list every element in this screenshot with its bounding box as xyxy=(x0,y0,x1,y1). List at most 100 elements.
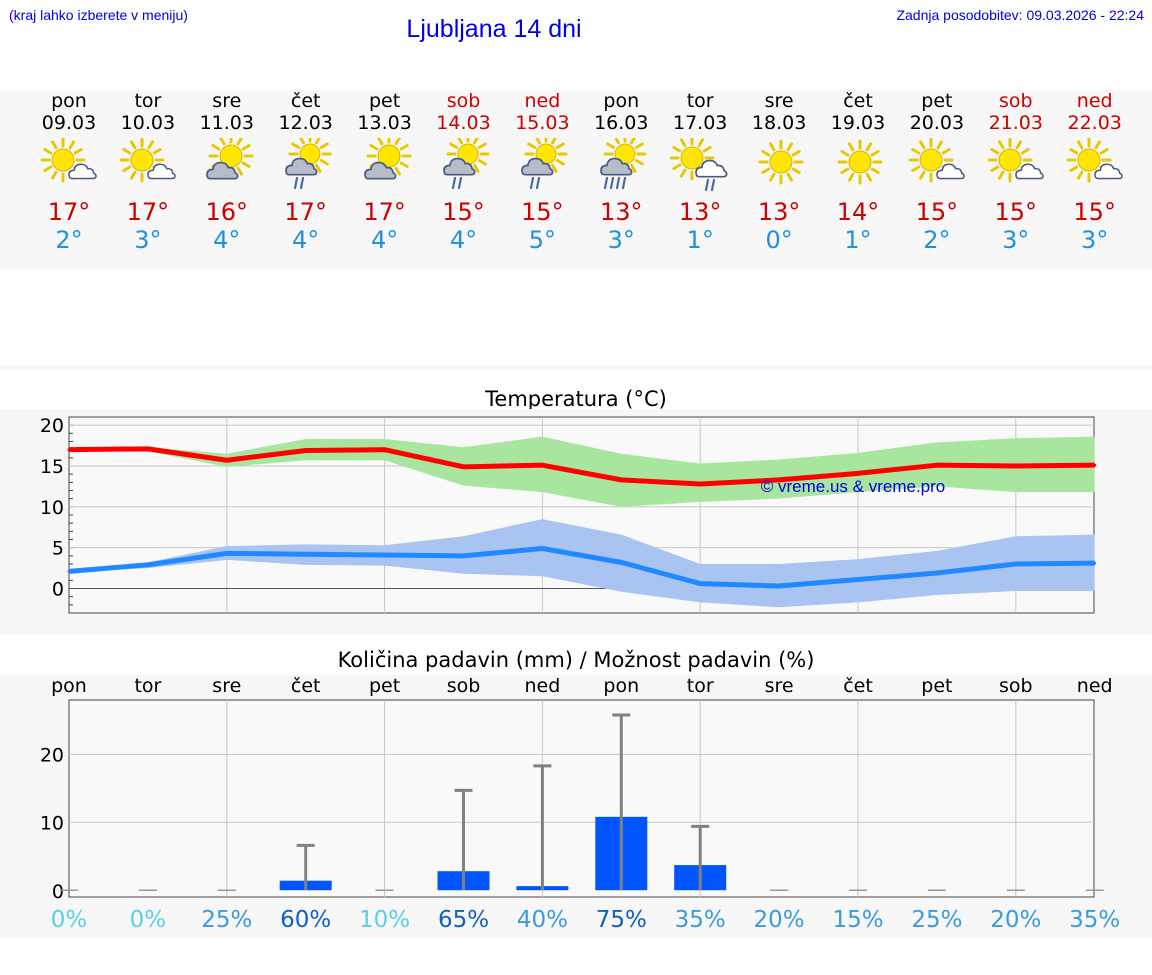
max-temperature: 17° xyxy=(363,198,406,226)
min-temperature: 4° xyxy=(292,226,320,254)
day-forecast: pet 20.03 15° 2° xyxy=(897,90,977,254)
max-temperature-point xyxy=(856,471,860,475)
min-temperature: 4° xyxy=(449,226,478,254)
min-temperature: 4° xyxy=(213,226,241,254)
day-forecast: ned 22.03 15° 3° xyxy=(1055,90,1135,254)
min-temperature: 2° xyxy=(923,226,951,254)
max-temperature-point xyxy=(304,448,308,452)
min-temperature: 3° xyxy=(1002,226,1030,254)
day-forecast: tor 17.03 13° 1° xyxy=(660,90,740,254)
day-date: 15.03 xyxy=(515,112,570,134)
precipitation-probability: 40% xyxy=(517,907,568,933)
min-temperature: 1° xyxy=(844,226,872,254)
x-category-label: tor xyxy=(134,675,161,697)
precipitation-probability: 60% xyxy=(280,907,331,933)
min-temperature: 2° xyxy=(55,226,83,254)
sun-cloud-icon xyxy=(1066,138,1123,183)
min-temperature-point xyxy=(462,554,465,558)
daily-forecast-strip: pon 09.03 17° 2° tor 10.03 17° 3° sre 11.03 16° 4° č… xyxy=(0,90,1152,270)
y-tick-label: 0 xyxy=(52,881,64,903)
min-temperature-line xyxy=(68,545,1095,589)
day-date: 22.03 xyxy=(1067,112,1122,134)
day-date: 19.03 xyxy=(830,112,886,134)
last-update-timestamp: Zadnja posodobitev: 09.03.2026 - 22:24 xyxy=(896,7,1144,23)
max-temperature-point xyxy=(619,478,623,482)
day-name: pon xyxy=(603,90,640,112)
precipitation-probability: 35% xyxy=(1069,907,1120,933)
x-category-label: sre xyxy=(212,675,241,697)
cloud-sun-icon xyxy=(205,138,254,180)
temperature-chart: 20 15 10 5 0 © vreme.us & vreme.pro xyxy=(0,409,1152,635)
day-forecast: ned 15.03 15° 5° xyxy=(502,90,582,254)
max-temperature: 15° xyxy=(994,198,1038,226)
max-temperature-point xyxy=(1093,463,1097,467)
day-name: ned xyxy=(1076,90,1113,112)
precipitation-probability: 10% xyxy=(359,907,410,933)
y-tick-label: 0 xyxy=(52,579,64,601)
day-date: 20.03 xyxy=(909,112,965,134)
x-category-label: ned xyxy=(1077,675,1113,697)
precipitation-probability: 20% xyxy=(990,907,1041,933)
cloud-sun-heavy-rain-icon xyxy=(600,138,647,190)
day-name: tor xyxy=(134,90,162,112)
cloud-sun-rain-icon xyxy=(284,138,332,190)
y-tick-label: 10 xyxy=(40,497,64,519)
sun-cloud-icon xyxy=(119,138,176,183)
x-category-label: sob xyxy=(999,675,1033,697)
cloud-sun-rain-icon xyxy=(521,138,568,190)
min-temperature-range-band xyxy=(69,519,1095,608)
precipitation-probability: 15% xyxy=(832,907,883,933)
day-date: 17.03 xyxy=(672,112,728,134)
min-temperature: 3° xyxy=(134,226,162,254)
day-name: sob xyxy=(999,90,1033,112)
min-temperature-point xyxy=(540,546,544,550)
precipitation-probability: 0% xyxy=(51,907,88,933)
day-forecast: pet 13.03 17° 4° xyxy=(345,90,425,254)
max-temperature: 13° xyxy=(678,198,722,226)
max-temperature: 14° xyxy=(836,198,880,226)
page-title: Ljubljana 14 dni xyxy=(406,15,582,43)
max-temperature-point xyxy=(698,482,702,486)
y-tick-label: 15 xyxy=(40,456,64,478)
day-forecast: pon 16.03 13° 3° xyxy=(581,90,661,254)
sun-cloud-icon xyxy=(987,138,1044,183)
min-temperature-point xyxy=(777,584,781,588)
min-temperature-point xyxy=(619,560,623,564)
precipitation-probability: 20% xyxy=(754,907,805,933)
day-date: 16.03 xyxy=(594,112,649,134)
max-temperature: 15° xyxy=(915,198,959,226)
day-name: čet xyxy=(290,90,321,112)
sun-cloud-icon xyxy=(40,138,97,183)
precipitation-probability: 35% xyxy=(675,907,726,933)
day-name: sob xyxy=(446,90,481,112)
min-temperature-point xyxy=(146,563,150,567)
max-temperature-point xyxy=(462,465,465,469)
min-temperature-point xyxy=(225,551,229,555)
y-tick-label: 5 xyxy=(52,538,64,560)
min-temperature: 1° xyxy=(686,226,714,254)
min-temperature-point xyxy=(304,552,308,556)
min-temperature-point xyxy=(1014,562,1018,566)
location-menu-hint: (kraj lahko izberete v meniju) xyxy=(9,7,188,23)
max-temperature: 17° xyxy=(47,198,91,226)
precipitation-chart: 20 10 0 pon tor sre čet pet sob ned pon tor sre čet pe… xyxy=(0,675,1152,937)
precipitation-chart-title: Količina padavin (mm) / Možnost padavin … xyxy=(337,648,815,672)
max-temperature-point xyxy=(225,458,229,462)
precipitation-probability: 75% xyxy=(596,907,647,933)
y-tick-label: 20 xyxy=(40,744,64,766)
day-forecast: sre 11.03 16° 4° xyxy=(187,90,267,254)
max-temperature-point xyxy=(146,447,150,451)
sun-icon xyxy=(758,139,804,185)
x-category-label: pet xyxy=(369,675,400,697)
x-category-label: pon xyxy=(51,675,87,697)
day-date: 13.03 xyxy=(357,112,412,134)
max-temperature: 15° xyxy=(521,198,564,226)
day-forecast: sob 14.03 15° 4° xyxy=(424,90,504,254)
min-temperature: 3° xyxy=(1081,226,1109,254)
min-temperature-point xyxy=(67,569,71,573)
min-temperature-point xyxy=(383,553,387,557)
precipitation-probability: 25% xyxy=(201,907,252,933)
day-date: 21.03 xyxy=(988,112,1043,134)
y-tick-label: 20 xyxy=(40,415,64,437)
day-date: 14.03 xyxy=(436,112,491,134)
